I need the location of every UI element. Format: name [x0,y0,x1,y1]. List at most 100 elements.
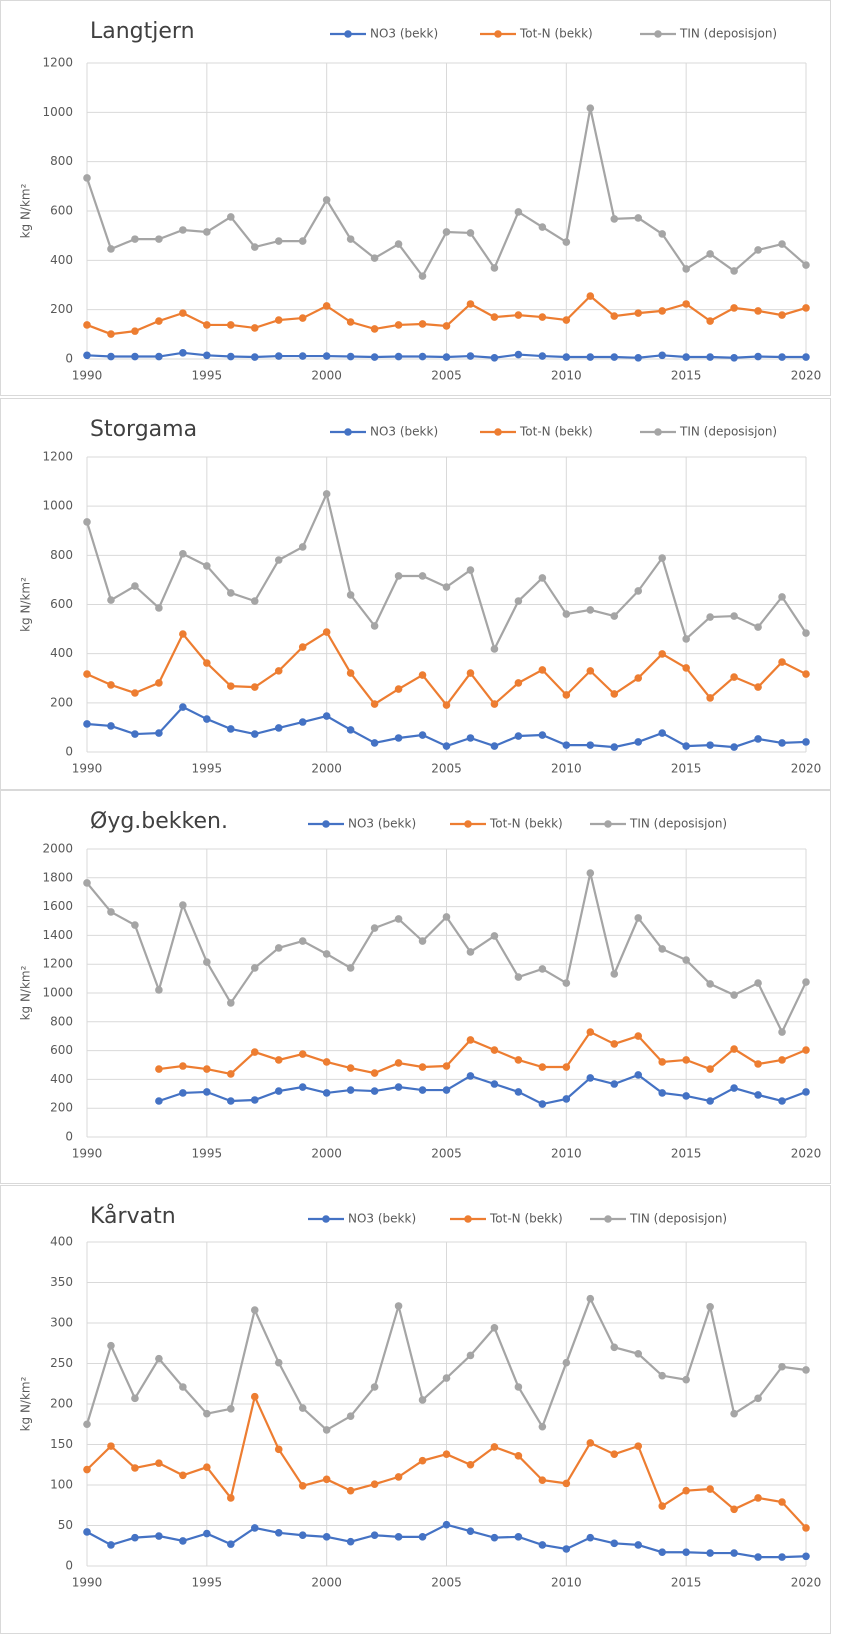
x-tick-label: 2000 [311,369,342,383]
point [274,724,283,732]
panel-border [0,790,831,1184]
point [322,196,331,204]
point [634,674,643,682]
point [370,1383,379,1391]
point [754,735,762,743]
point [418,731,427,739]
point [155,235,163,243]
point [346,964,355,972]
point [227,352,235,361]
legend-marker [604,1215,612,1223]
point [274,1087,283,1095]
point [203,228,211,236]
x-tick-label: 1995 [192,1147,223,1161]
y-tick-label: 1000 [42,986,73,1000]
point [610,690,619,698]
point [179,309,187,317]
point [442,322,451,330]
point [250,1048,259,1056]
point [682,353,690,361]
point [586,1294,595,1303]
point [370,353,379,361]
point [322,1426,331,1434]
point [394,572,403,580]
point [107,1341,115,1350]
point [131,235,139,243]
y-tick-label: 1200 [42,957,73,971]
point [682,742,690,750]
point [274,1528,283,1537]
point [586,1439,595,1447]
point [730,673,738,681]
point [586,104,595,112]
point [730,353,738,362]
y-tick-label: 400 [50,646,73,660]
point [730,1549,738,1557]
point [538,1063,547,1071]
point [706,1303,714,1311]
point [227,1494,235,1502]
point [250,1306,259,1314]
point [466,1351,475,1360]
legend-marker [654,428,662,436]
point [778,658,786,666]
point [394,915,403,923]
point [514,208,523,216]
point [155,604,163,612]
x-tick-label: 2015 [671,369,702,383]
y-axis-label: kg N/km² [19,1376,33,1431]
point [802,1366,810,1374]
legend-label: NO3 (bekk) [370,425,438,439]
point [610,1450,619,1459]
point [131,327,139,335]
point [706,613,714,621]
point [730,1409,738,1418]
x-tick-label: 2005 [431,1147,462,1161]
y-axis-label: kg N/km² [19,965,33,1020]
point [802,1088,810,1096]
point [250,243,259,251]
point [346,1537,355,1546]
point [730,743,738,751]
point [250,1524,259,1532]
point [107,330,115,338]
point [203,351,211,360]
y-tick-label: 1200 [42,450,73,464]
point [418,1086,427,1094]
y-tick-label: 200 [50,1101,73,1115]
point [586,1074,595,1082]
y-tick-label: 800 [50,1014,73,1028]
point [179,1471,187,1480]
x-tick-label: 2010 [551,369,582,383]
x-tick-label: 2015 [671,1576,702,1590]
y-tick-label: 1200 [42,56,73,70]
point [658,1371,666,1380]
point [754,1553,762,1561]
point [274,352,283,360]
legend-label: Tot-N (bekk) [489,817,563,831]
x-tick-label: 1990 [72,762,103,776]
point [155,986,163,994]
point [298,1050,307,1058]
point [562,979,571,987]
point [298,543,307,551]
point [298,1531,307,1540]
point [394,240,403,248]
point [107,596,115,604]
point [466,669,475,677]
point [538,731,547,739]
point [227,1097,235,1105]
point [466,734,475,742]
point [322,1058,331,1066]
legend-label: TIN (deposisjon) [679,27,777,41]
x-tick-label: 1990 [72,1147,103,1161]
point [754,1394,762,1403]
point [131,1464,139,1472]
legend-marker [344,30,352,38]
point [83,1465,91,1474]
point [658,1058,666,1066]
point [610,1539,619,1548]
point [778,593,786,601]
point [682,300,690,308]
point [658,945,666,953]
